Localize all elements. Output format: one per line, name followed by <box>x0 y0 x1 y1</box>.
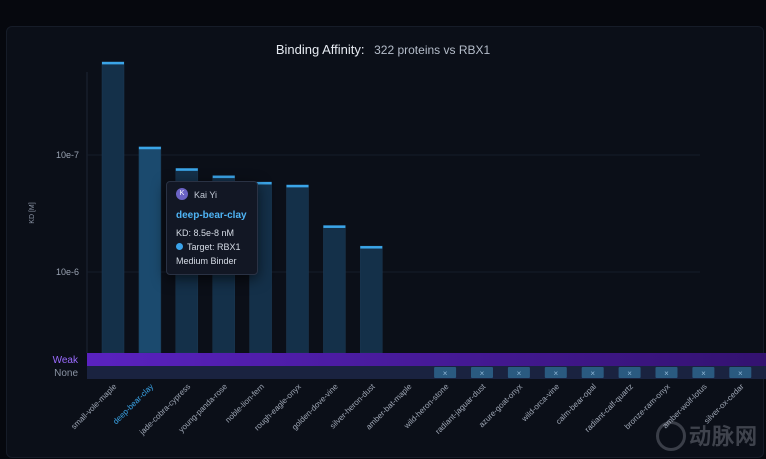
none-marker-icon: × <box>664 369 669 378</box>
y-tick-label: 10e-6 <box>56 267 79 277</box>
tooltip-protein: deep-bear-clay <box>176 210 247 221</box>
none-band-label: None <box>54 368 78 379</box>
none-marker-icon: × <box>627 369 632 378</box>
none-marker-radiant-calf-quartz[interactable] <box>618 367 641 378</box>
tooltip: K Kai Yi deep-bear-clay KD: 8.5e-8 nM Ta… <box>166 181 258 275</box>
none-marker-wild-heron-stone[interactable] <box>434 367 457 378</box>
weak-band <box>87 353 766 366</box>
none-marker-icon: × <box>517 369 522 378</box>
chart-title-main: Binding Affinity: <box>275 42 365 57</box>
bar-cap <box>249 181 272 185</box>
x-tick-labels: small-vole-mapledeep-bear-clayjade-cobra… <box>69 382 746 438</box>
bars <box>101 61 420 357</box>
weak-band-label: Weak <box>53 355 79 366</box>
tooltip-kd: KD: 8.5e-8 nM <box>176 228 235 238</box>
none-marker-amber-wolf-lotus[interactable] <box>692 367 715 378</box>
none-marker-icon: × <box>701 369 706 378</box>
none-marker-icon: × <box>590 369 595 378</box>
none-marker-calm-bear-opal[interactable] <box>581 367 604 378</box>
bar-cap <box>175 168 198 171</box>
none-marker-bronze-ram-onyx[interactable] <box>655 367 678 378</box>
bar-cap <box>286 184 309 188</box>
bar-cap <box>102 61 124 65</box>
none-marker-silver-ox-cedar[interactable] <box>729 367 752 378</box>
none-marker-icon: × <box>443 369 448 378</box>
none-marker-icon: × <box>480 369 485 378</box>
tooltip-classification: Medium Binder <box>176 256 237 266</box>
watermark-logo-icon <box>656 421 686 451</box>
x-tick-label: small-vole-maple <box>69 382 119 432</box>
y-tick-label: 10e-7 <box>56 150 79 160</box>
bar-silver-heron-dust[interactable] <box>360 245 383 354</box>
y-axis-label: KD [M] <box>29 202 36 223</box>
bar-cap <box>138 146 161 150</box>
tooltip-target: Target: RBX1 <box>187 242 241 252</box>
watermark: 动脉网 <box>688 424 758 449</box>
bar-deep-bear-clay[interactable] <box>138 146 162 354</box>
chart-title-sub: 322 proteins vs RBX1 <box>374 43 491 57</box>
y-ticks: 10e-7 10e-6 <box>56 150 79 277</box>
bar-small-vole-maple[interactable] <box>101 61 125 354</box>
none-marker-radiant-jaguar-dust[interactable] <box>471 367 493 378</box>
bar-rough-eagle-onyx[interactable] <box>286 184 309 354</box>
bar-golden-dove-vine[interactable] <box>323 225 346 354</box>
bar-cap <box>360 246 383 249</box>
bar-cap <box>323 225 346 228</box>
bar-cap <box>212 175 235 179</box>
none-marker-icon: × <box>553 369 558 378</box>
none-marker-azure-goat-onyx[interactable] <box>507 367 530 378</box>
user-avatar: K <box>176 188 188 200</box>
chart-panel <box>6 26 764 458</box>
none-marker-wild-orca-vine[interactable] <box>544 367 567 378</box>
bands: Weak None × × × × × × × × × <box>53 353 766 379</box>
none-marker-icon: × <box>738 369 743 378</box>
chart-title: Binding Affinity: 322 proteins vs RBX1 <box>0 42 766 57</box>
target-dot-icon <box>176 243 183 250</box>
tooltip-user: Kai Yi <box>194 190 218 200</box>
